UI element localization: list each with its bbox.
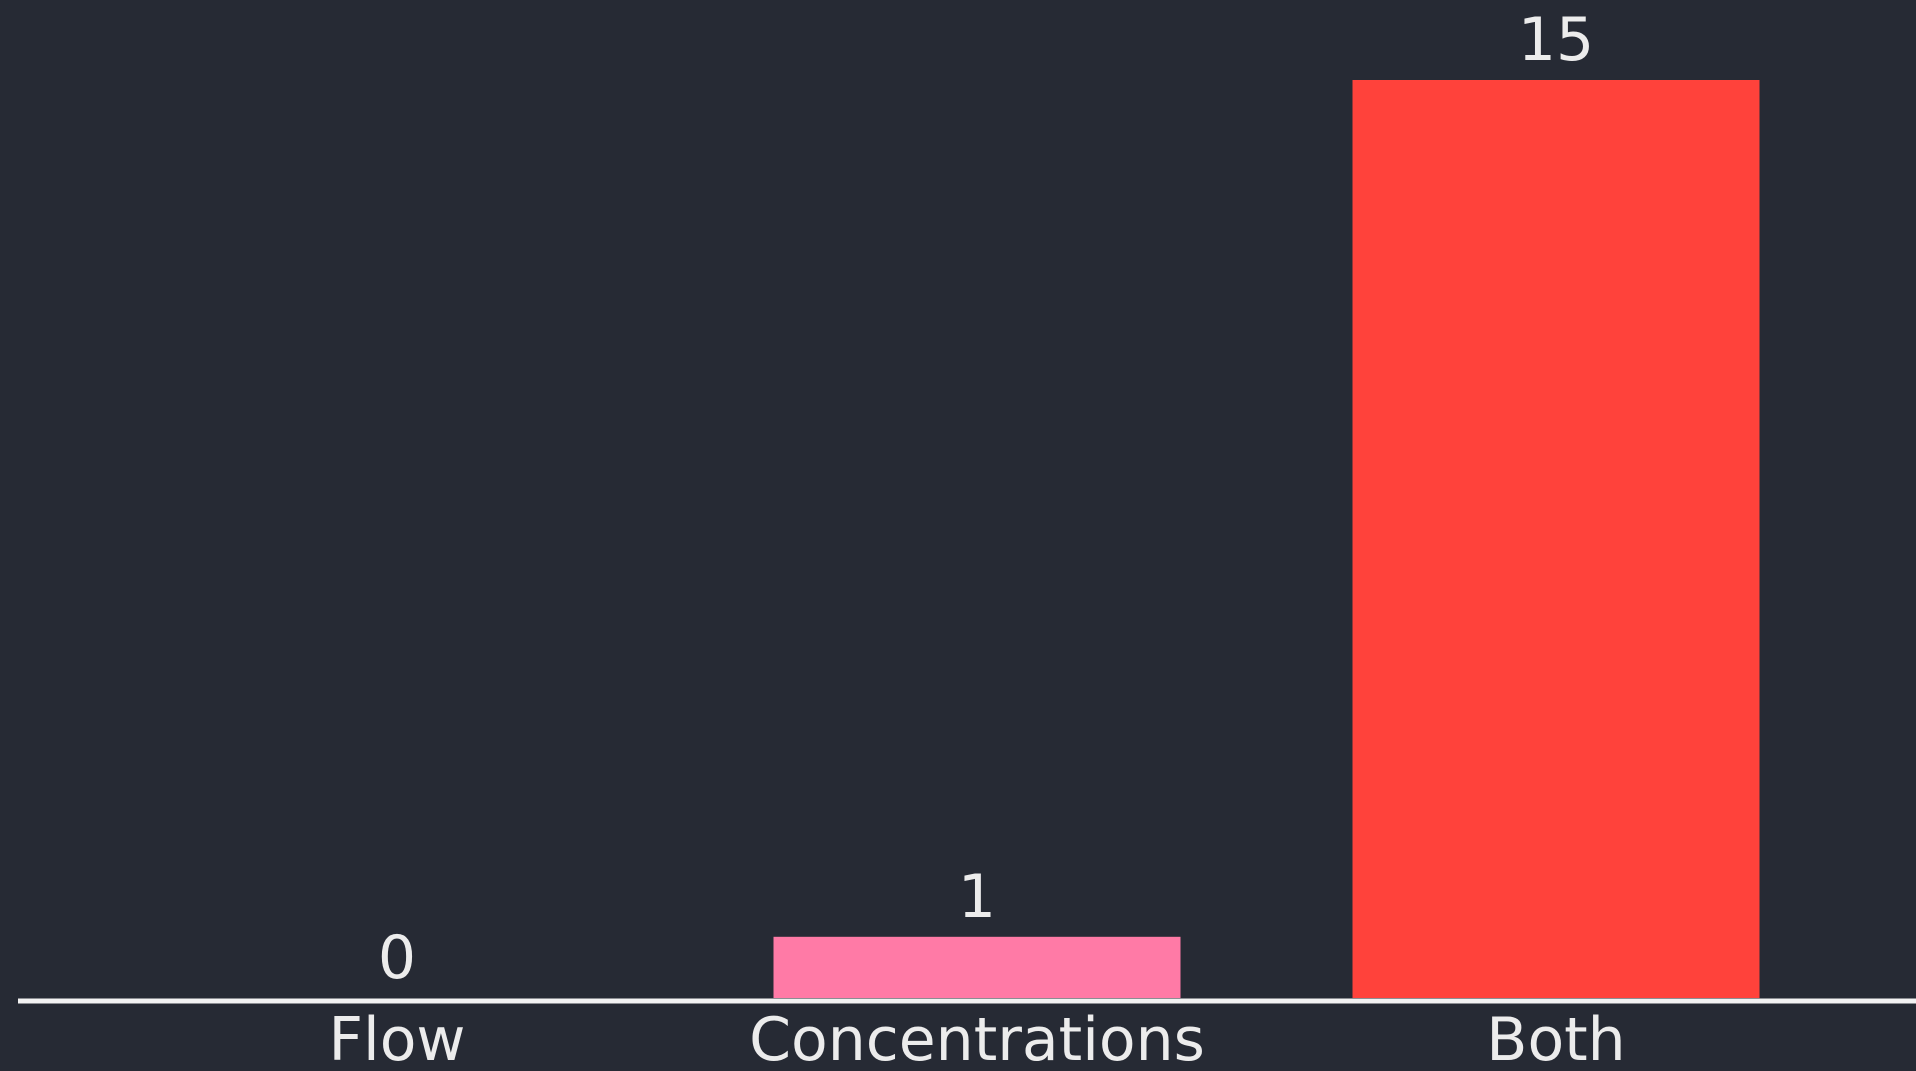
value-label-both: 15 [1518,5,1594,75]
category-label-both: Both [1486,1005,1625,1071]
bar-concentrations [773,936,1181,998]
bar-both [1352,80,1760,998]
category-label-concentrations: Concentrations [749,1005,1205,1071]
value-label-flow: 0 [378,923,416,993]
value-label-concentrations: 1 [958,862,996,932]
category-labels-group: Flow Concentrations Both [329,1005,1626,1071]
category-label-flow: Flow [329,1005,466,1071]
value-labels-group: 0 1 15 [378,5,1594,993]
bars-group [773,80,1760,998]
